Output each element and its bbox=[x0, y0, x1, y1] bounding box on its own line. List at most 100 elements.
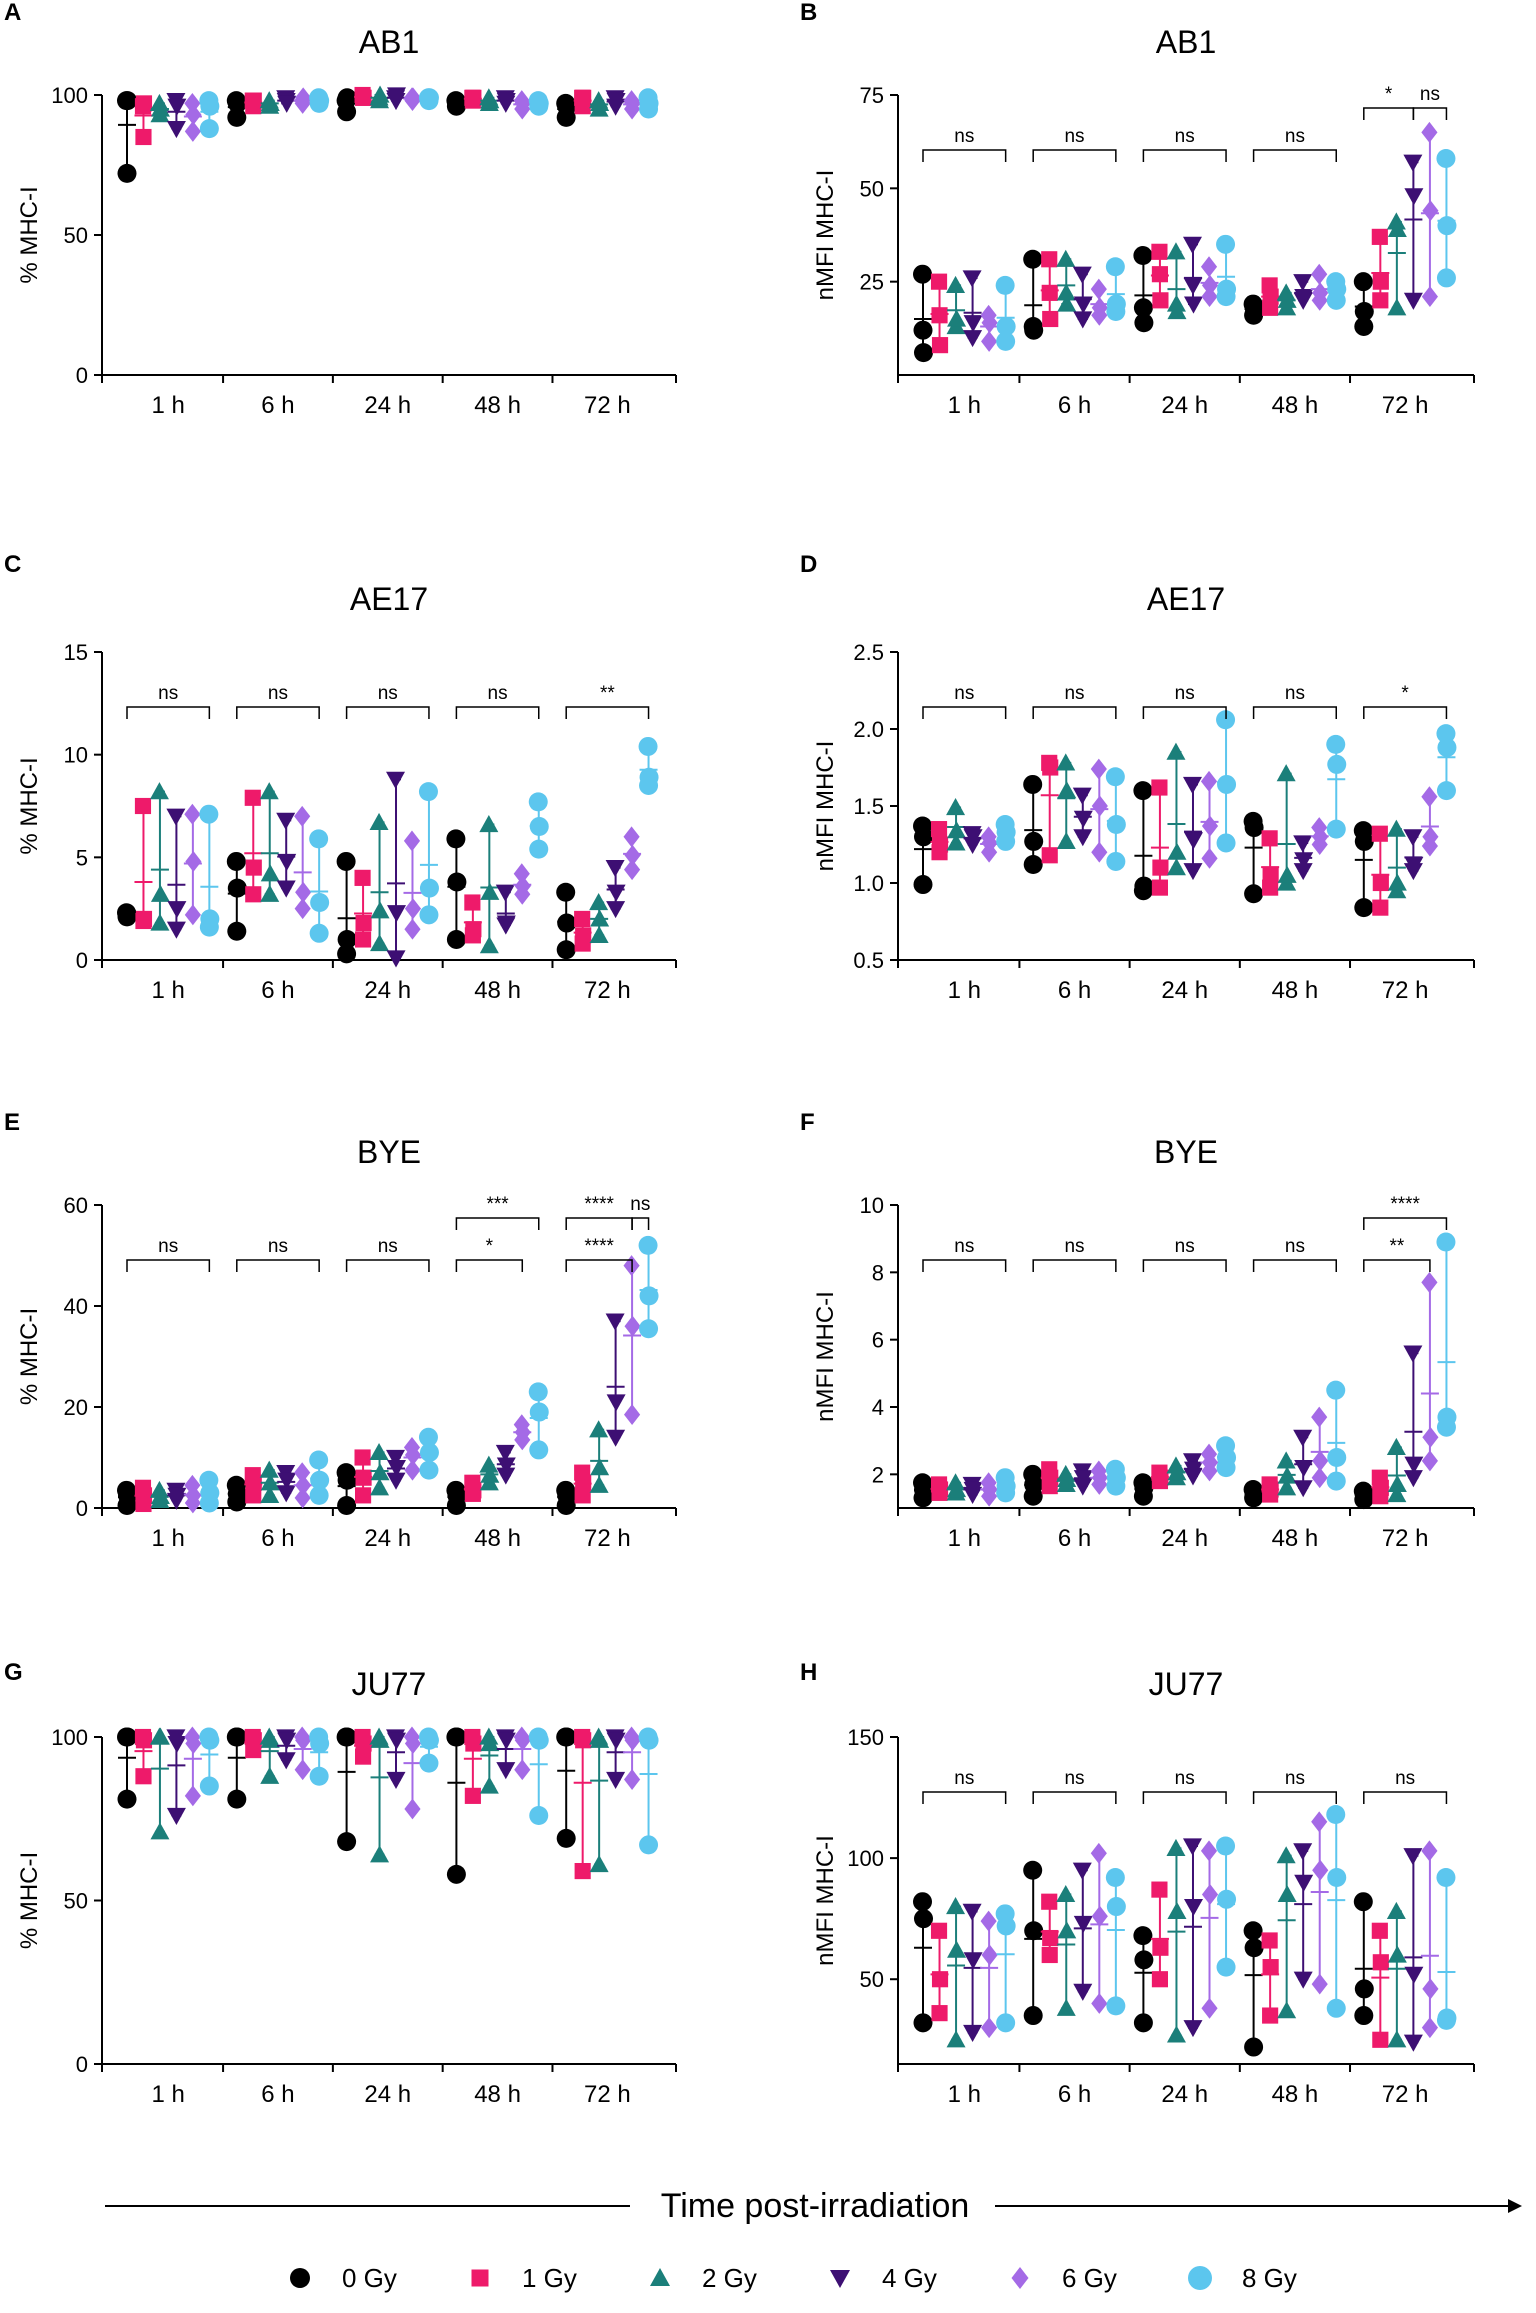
data-point bbox=[1183, 832, 1203, 850]
data-point bbox=[529, 1805, 549, 1825]
data-point bbox=[295, 1474, 312, 1496]
data-point bbox=[1403, 1345, 1423, 1363]
data-point bbox=[199, 804, 219, 824]
significance-bracket bbox=[922, 1791, 1007, 1804]
x-tick-label: 6 h bbox=[1058, 392, 1091, 419]
data-point bbox=[496, 1732, 516, 1750]
x-tick-label: 6 h bbox=[1058, 977, 1091, 1004]
data-point bbox=[1312, 826, 1329, 848]
data-point bbox=[1293, 1971, 1313, 1989]
data-point bbox=[1072, 266, 1092, 284]
x-tick-label: 48 h bbox=[1272, 977, 1319, 1004]
data-point bbox=[590, 1730, 610, 1748]
significance-bracket bbox=[1412, 107, 1448, 120]
data-point bbox=[914, 1479, 933, 1499]
data-point bbox=[1354, 316, 1374, 336]
significance-bracket bbox=[236, 1259, 320, 1272]
legend-label: 4 Gy bbox=[882, 2263, 937, 2293]
y-tick-label: 60 bbox=[64, 1193, 88, 1218]
data-point bbox=[589, 1855, 609, 1873]
data-point bbox=[1326, 1380, 1346, 1400]
y-axis-label: nMFI MHC-I bbox=[812, 170, 839, 301]
data-point bbox=[529, 817, 549, 837]
significance-label: ns bbox=[1175, 683, 1195, 704]
data-point bbox=[1293, 1843, 1313, 1861]
data-point bbox=[963, 829, 983, 847]
data-point bbox=[419, 1460, 439, 1480]
data-point bbox=[1152, 292, 1169, 309]
data-point bbox=[638, 736, 658, 756]
data-point bbox=[1133, 781, 1153, 801]
data-point bbox=[930, 821, 948, 838]
significance-label: ns bbox=[1420, 84, 1440, 105]
data-point bbox=[369, 812, 389, 831]
y-axis-label: nMFI MHC-I bbox=[812, 1835, 839, 1966]
data-point bbox=[1421, 786, 1438, 808]
significance-bracket bbox=[565, 706, 650, 719]
data-point bbox=[639, 1730, 659, 1750]
data-point bbox=[1056, 1884, 1076, 1903]
data-point bbox=[575, 1732, 592, 1749]
data-point bbox=[1091, 841, 1108, 863]
data-point bbox=[913, 1892, 932, 1912]
data-point bbox=[495, 1444, 515, 1462]
y-tick-label: 50 bbox=[64, 1889, 88, 1914]
significance-label: ** bbox=[1389, 1236, 1404, 1257]
data-point bbox=[167, 901, 187, 919]
x-tick-label: 1 h bbox=[151, 392, 184, 419]
data-point bbox=[1293, 835, 1313, 853]
data-point bbox=[337, 944, 357, 964]
chart-title: AB1 bbox=[359, 24, 419, 60]
data-point bbox=[294, 898, 311, 920]
data-point bbox=[1436, 781, 1456, 801]
y-tick-label: 0 bbox=[76, 363, 88, 388]
data-point bbox=[606, 1394, 626, 1412]
significance-label: ns bbox=[268, 1236, 288, 1257]
x-tick-label: 24 h bbox=[364, 2081, 411, 2108]
data-point bbox=[624, 1729, 641, 1751]
significance-bracket bbox=[1032, 1791, 1117, 1804]
x-tick-label: 1 h bbox=[948, 392, 981, 419]
data-point bbox=[1041, 1946, 1058, 1964]
data-point bbox=[1353, 1892, 1373, 1912]
data-point bbox=[575, 89, 592, 106]
data-point bbox=[1073, 829, 1093, 847]
significance-bracket bbox=[565, 1259, 633, 1272]
data-point bbox=[590, 909, 610, 927]
significance-label: ns bbox=[1175, 1236, 1195, 1257]
y-tick-label: 4 bbox=[872, 1395, 884, 1420]
data-point bbox=[1262, 1959, 1279, 1976]
y-tick-label: 5 bbox=[76, 845, 88, 870]
data-point bbox=[947, 821, 967, 839]
panel-b: B AB1 nMFI MHC-I 25 50 75 1 h 6 h 24 h 48 h 72 h ns… bbox=[800, 0, 1475, 419]
data-point bbox=[355, 1735, 372, 1752]
data-point bbox=[134, 797, 152, 815]
significance-bracket bbox=[1363, 1259, 1431, 1272]
data-point bbox=[963, 1481, 983, 1499]
data-point bbox=[294, 805, 311, 827]
significance-label: ns bbox=[1285, 1768, 1305, 1789]
data-point bbox=[185, 1733, 202, 1754]
data-point bbox=[1277, 865, 1297, 883]
data-point bbox=[370, 85, 390, 103]
data-point bbox=[1311, 1467, 1328, 1489]
data-point bbox=[227, 107, 247, 127]
data-point bbox=[260, 864, 280, 882]
data-point bbox=[337, 1470, 357, 1490]
data-point bbox=[336, 851, 356, 871]
data-point bbox=[1262, 1481, 1279, 1498]
data-point bbox=[1134, 1478, 1154, 1498]
data-point bbox=[575, 927, 592, 944]
data-point bbox=[166, 808, 186, 826]
data-point bbox=[1133, 1926, 1153, 1946]
data-point bbox=[1056, 831, 1076, 850]
data-point bbox=[260, 884, 280, 902]
data-point bbox=[931, 1481, 949, 1498]
time-caption-group: Time post-irradiation bbox=[105, 2187, 1522, 2225]
x-tick-label: 48 h bbox=[1272, 1525, 1319, 1552]
data-point bbox=[1386, 819, 1406, 837]
legend-label: 2 Gy bbox=[702, 2263, 757, 2293]
data-point bbox=[199, 1776, 219, 1796]
data-point bbox=[981, 1479, 998, 1500]
significance-bracket bbox=[922, 706, 1007, 719]
